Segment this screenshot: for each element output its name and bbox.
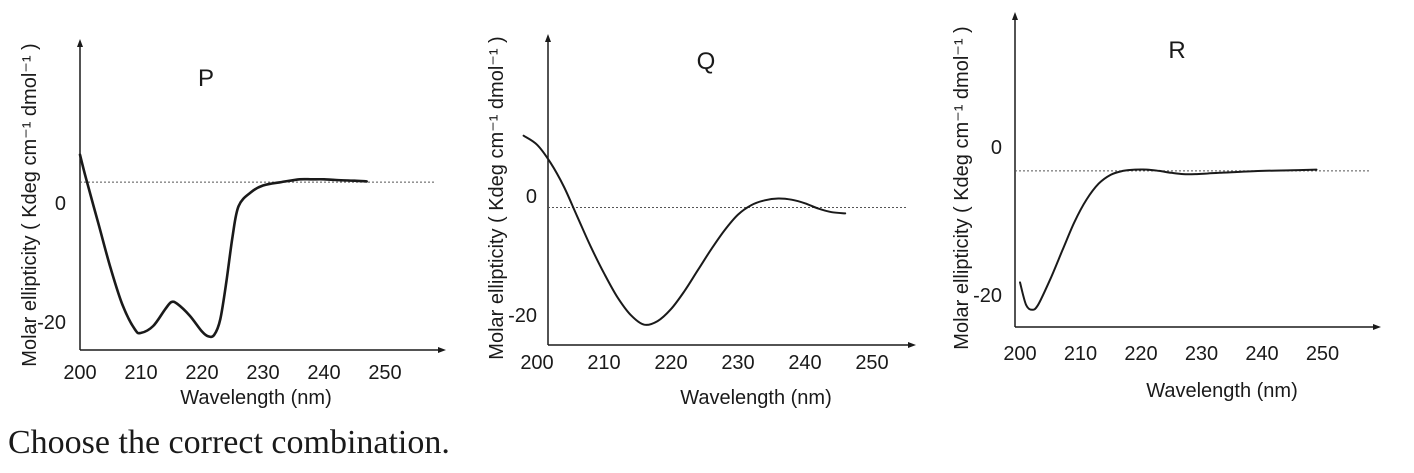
x-tick-label-p-4: 240 [307, 362, 340, 384]
title-q: Q [697, 48, 716, 75]
y-tick-label-q-0: 0 [526, 186, 537, 208]
xlabel-p: Wavelength (nm) [180, 387, 332, 409]
x-axis-arrow-q [908, 342, 916, 348]
x-tick-label-p-5: 250 [368, 362, 401, 384]
x-axis-arrow-p [438, 347, 446, 353]
x-tick-label-q-3: 230 [721, 352, 754, 374]
x-tick-label-q-4: 240 [788, 352, 821, 374]
x-tick-label-q-1: 210 [587, 352, 620, 374]
question-text: Choose the correct combination. [8, 424, 450, 461]
title-r: R [1168, 37, 1185, 64]
y-axis-arrow-r [1012, 12, 1018, 20]
x-tick-label-p-3: 230 [246, 362, 279, 384]
x-tick-label-q-5: 250 [855, 352, 888, 374]
x-tick-label-p-1: 210 [124, 362, 157, 384]
y-tick-label-p-0: 0 [55, 193, 66, 215]
cd-curve-q [522, 134, 847, 326]
panel-q: Molar ellipticity ( Kdeg cm⁻¹ dmol⁻¹ ) Q… [486, 34, 916, 409]
x-tick-label-r-1: 210 [1064, 343, 1097, 365]
x-tick-label-q-2: 220 [654, 352, 687, 374]
x-tick-label-q-0: 200 [520, 352, 553, 374]
x-tick-label-r-3: 230 [1185, 343, 1218, 365]
x-tick-label-p-0: 200 [63, 362, 96, 384]
panel-p: Molar ellipticity ( Kdeg cm⁻¹ dmol⁻¹ ) P… [19, 39, 446, 409]
x-tick-label-r-2: 220 [1124, 343, 1157, 365]
ylabel-r: Molar ellipticity ( Kdeg cm⁻¹ dmol⁻¹ ) [951, 26, 973, 349]
y-tick-label-r-0: 0 [991, 137, 1002, 159]
xlabel-r: Wavelength (nm) [1146, 380, 1298, 402]
y-tick-label-q-1: -20 [508, 305, 537, 327]
ylabel-p: Molar ellipticity ( Kdeg cm⁻¹ dmol⁻¹ ) [19, 43, 41, 366]
x-tick-label-r-4: 240 [1245, 343, 1278, 365]
cd-curve-r [1019, 168, 1318, 311]
y-axis-arrow-q [545, 34, 551, 42]
x-tick-label-r-0: 200 [1003, 343, 1036, 365]
x-tick-label-p-2: 220 [185, 362, 218, 384]
ylabel-q: Molar ellipticity ( Kdeg cm⁻¹ dmol⁻¹ ) [486, 36, 508, 359]
y-tick-label-p-1: -20 [37, 312, 66, 334]
title-p: P [198, 65, 214, 92]
y-axis-arrow-p [77, 39, 83, 47]
panel-r: Molar ellipticity ( Kdeg cm⁻¹ dmol⁻¹ ) R… [951, 12, 1381, 402]
xlabel-q: Wavelength (nm) [680, 387, 832, 409]
x-axis-arrow-r [1373, 324, 1381, 330]
x-tick-label-r-5: 250 [1306, 343, 1339, 365]
y-tick-label-r-1: -20 [973, 285, 1002, 307]
cd-curve-p [78, 153, 368, 339]
